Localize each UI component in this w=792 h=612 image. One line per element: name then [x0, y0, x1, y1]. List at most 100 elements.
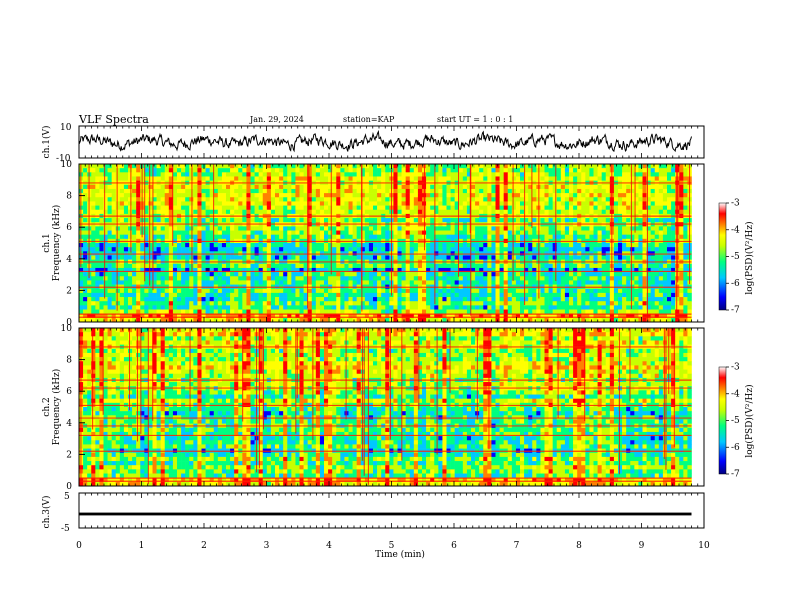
spectrogram-cell — [381, 247, 386, 252]
spectrogram-cell — [123, 172, 129, 177]
spectrogram-cell — [303, 255, 308, 260]
spectrogram-cell — [671, 288, 676, 294]
spectrogram-cell — [405, 172, 411, 177]
spectrogram-cell — [385, 288, 390, 294]
spectrogram-cell — [95, 243, 100, 248]
spectrogram-cell — [458, 193, 464, 198]
spectrogram-cell — [658, 188, 664, 194]
spectrogram-cell — [83, 168, 88, 173]
spectrogram-cell — [99, 188, 104, 194]
spectrogram-cell — [430, 218, 435, 223]
spectrogram-cell — [115, 226, 121, 231]
spectrogram-cell — [564, 184, 570, 190]
spectrogram-cell — [601, 276, 607, 281]
spectrogram-cell — [160, 230, 166, 235]
spectrogram-cell — [393, 276, 398, 281]
spectrogram-cell — [381, 193, 386, 198]
spectrogram-cell — [642, 234, 647, 240]
spectrogram-cell — [287, 197, 292, 202]
spectrogram-cell — [609, 276, 615, 281]
spectrogram-cell — [201, 226, 206, 231]
spectrogram-cell — [295, 218, 300, 223]
spectrogram-cell — [83, 301, 88, 306]
spectrogram-cell — [348, 297, 353, 302]
spectrogram-cell — [573, 280, 578, 285]
spectrogram-cell — [593, 226, 598, 231]
spectrogram-cell — [201, 243, 206, 248]
spectrogram-cell — [654, 267, 660, 273]
spectrogram-cell — [246, 255, 251, 260]
spectrogram-cell — [471, 218, 476, 223]
spectrogram-cell — [356, 218, 362, 223]
spectrogram-cell — [185, 301, 190, 306]
spectrogram-cell — [430, 263, 435, 269]
spectrogram-cell — [446, 176, 451, 181]
spectrogram-cell — [634, 234, 639, 240]
spectrogram-cell — [217, 201, 223, 206]
spectrogram-cell — [585, 272, 590, 277]
spectrogram-cell — [181, 243, 186, 248]
spectrogram-cell — [667, 197, 672, 202]
spectrogram-cell — [646, 272, 651, 277]
spectrogram-cell — [164, 176, 170, 181]
spectrogram-cell — [177, 205, 182, 211]
spectrogram-cell — [238, 276, 243, 281]
spectrogram-cell — [679, 197, 684, 202]
spectrogram-cell — [634, 201, 639, 206]
spectrogram-cell — [524, 188, 529, 194]
spectrogram-cell — [658, 292, 664, 298]
spectrogram-cell — [95, 292, 100, 298]
spectrogram-cell — [511, 205, 517, 211]
spectrogram-cell — [520, 164, 525, 169]
spectrogram-cell — [605, 276, 611, 281]
spectrogram-cell — [164, 288, 170, 294]
spectrogram-cell — [442, 168, 447, 173]
spectrogram-cell — [479, 176, 484, 181]
spectrogram-cell — [654, 234, 660, 240]
spectrogram-cell — [626, 280, 631, 285]
spectrogram-cell — [193, 276, 198, 281]
spectrogram-cell — [499, 243, 504, 248]
spectrogram-cell — [662, 209, 668, 215]
spectrogram-cell — [524, 193, 529, 198]
spectrogram-cell — [156, 188, 161, 194]
spectrogram-cell — [275, 201, 280, 206]
spectrogram-cell — [254, 184, 259, 190]
spectrogram-cell — [344, 197, 349, 202]
spectrogram-cell — [442, 184, 447, 190]
spectrogram-cell — [385, 209, 390, 215]
spectrogram-cell — [287, 243, 292, 248]
spectrogram-cell — [226, 197, 231, 202]
spectrogram-cell — [377, 288, 382, 294]
spectrogram-cell — [368, 234, 374, 240]
spectrogram-cell — [279, 267, 284, 273]
spectrogram-cell — [626, 230, 631, 235]
spectrogram-cell — [128, 243, 133, 248]
spectrogram-cell — [279, 197, 284, 202]
spectrogram-cell — [352, 184, 357, 190]
spectrogram-cell — [193, 247, 198, 252]
spectrogram-cell — [275, 188, 280, 194]
spectrogram-cell — [479, 201, 484, 206]
spectrogram-cell — [344, 276, 349, 281]
spectrogram-cell — [495, 172, 500, 177]
spectrogram-cell — [511, 272, 517, 277]
spectrogram-cell — [564, 234, 570, 240]
spectrogram-cell — [242, 267, 247, 273]
spectrogram-cell — [552, 292, 558, 298]
spectrogram-cell — [434, 292, 439, 298]
spectrogram-cell — [189, 218, 194, 223]
spectrogram-cell — [373, 188, 378, 194]
spectrogram-cell — [577, 197, 582, 202]
spectrogram-cell — [368, 243, 374, 248]
spectrogram-cell — [352, 267, 357, 273]
spectrogram-cell — [585, 267, 590, 273]
spectrogram-cell — [524, 247, 529, 252]
spectrogram-cell — [442, 243, 447, 248]
spectrogram-cell — [385, 267, 390, 273]
spectrogram-cell — [360, 276, 366, 281]
spectrogram-cell — [483, 209, 488, 215]
spectrogram-cell — [299, 263, 304, 269]
spectrogram-cell — [307, 209, 313, 215]
spectrogram-cell — [234, 263, 239, 269]
